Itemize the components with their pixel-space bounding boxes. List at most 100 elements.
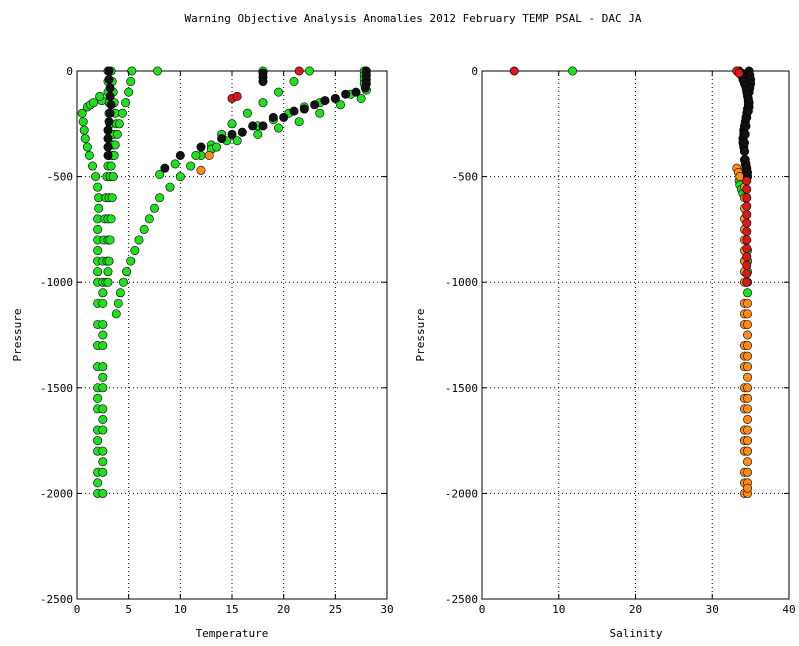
data-point-green: [113, 298, 123, 308]
data-point-green: [78, 117, 88, 127]
data-point-green: [144, 214, 154, 224]
data-point-black: [320, 96, 330, 106]
data-point-green: [106, 161, 116, 171]
data-point-black: [351, 87, 361, 97]
data-point-red: [742, 277, 752, 287]
data-point-black: [248, 121, 258, 131]
data-point-green: [155, 193, 165, 203]
data-point-green: [232, 136, 242, 146]
data-point-green: [79, 125, 89, 135]
data-point-black: [310, 100, 320, 110]
data-point-green: [103, 277, 113, 287]
data-point-green: [568, 66, 578, 76]
data-point-green: [98, 414, 108, 424]
data-point-green: [106, 214, 116, 224]
data-point-orange: [743, 298, 753, 308]
salinity-grid: [482, 71, 789, 599]
data-point-black: [106, 100, 116, 110]
data-point-green: [107, 193, 117, 203]
figure-title: Warning Objective Analysis Anomalies 201…: [185, 12, 642, 25]
data-point-black: [341, 89, 351, 99]
y-tick-label: -2500: [40, 593, 73, 606]
data-point-green: [253, 129, 263, 139]
data-point-green: [150, 203, 160, 213]
x-tick-label: 30: [380, 603, 393, 616]
data-point-black: [289, 106, 299, 116]
data-point-red: [294, 66, 304, 76]
salinity-points: [509, 66, 756, 498]
data-point-green: [122, 267, 132, 277]
data-point-green: [139, 224, 149, 234]
data-point-red: [734, 68, 744, 78]
data-point-orange: [743, 351, 753, 361]
data-point-green: [98, 298, 108, 308]
data-point-red: [742, 201, 752, 211]
data-point-black: [279, 112, 289, 122]
data-point-green: [315, 108, 325, 118]
data-point-black: [299, 104, 309, 114]
data-point-black: [217, 134, 227, 144]
data-point-green: [93, 267, 103, 277]
data-point-green: [91, 172, 101, 182]
data-point-black: [330, 93, 340, 103]
data-point-green: [98, 446, 108, 456]
data-point-red: [742, 252, 752, 262]
data-point-black: [104, 117, 114, 127]
data-point-black: [160, 163, 170, 173]
data-point-red: [232, 91, 242, 101]
x-tick-label: 0: [479, 603, 486, 616]
temperature-ylabel: Pressure: [11, 309, 24, 362]
data-point-black: [103, 142, 113, 152]
data-point-green: [743, 288, 753, 298]
data-point-orange: [743, 436, 753, 446]
data-point-green: [108, 172, 118, 182]
data-point-green: [98, 404, 108, 414]
data-point-green: [98, 288, 108, 298]
data-point-black: [743, 106, 753, 116]
data-point-orange: [743, 319, 753, 329]
data-point-green: [243, 108, 253, 118]
data-point-red: [742, 227, 752, 237]
data-point-green: [93, 246, 103, 256]
data-point-green: [114, 119, 124, 129]
data-point-green: [134, 235, 144, 245]
data-point-green: [93, 393, 103, 403]
data-point-green: [98, 341, 108, 351]
salinity-ylabel: Pressure: [414, 309, 427, 362]
data-point-orange: [204, 150, 214, 160]
data-point-orange: [743, 383, 753, 393]
data-point-green: [186, 161, 196, 171]
data-point-black: [360, 83, 370, 93]
data-point-green: [98, 488, 108, 498]
data-point-orange: [743, 425, 753, 435]
data-point-green: [89, 98, 99, 108]
data-point-red: [742, 184, 752, 194]
data-point-black: [104, 74, 114, 84]
data-point-red: [742, 210, 752, 220]
data-point-black: [258, 77, 268, 87]
y-tick-label: -500: [47, 171, 74, 184]
data-point-black: [268, 112, 278, 122]
data-point-green: [98, 330, 108, 340]
data-point-green: [105, 235, 115, 245]
y-tick-label: -2000: [40, 487, 73, 500]
y-tick-label: -1500: [445, 382, 478, 395]
data-point-green: [170, 159, 180, 169]
data-point-black: [258, 121, 268, 131]
data-point-green: [94, 203, 104, 213]
y-tick-label: -1000: [445, 276, 478, 289]
data-point-green: [227, 119, 237, 129]
data-point-green: [115, 288, 125, 298]
data-point-black: [741, 121, 751, 131]
data-point-green: [95, 91, 105, 101]
data-point-green: [98, 467, 108, 477]
data-point-green: [98, 457, 108, 467]
data-point-green: [258, 98, 268, 108]
data-point-red: [742, 235, 752, 245]
data-point-green: [273, 123, 283, 133]
data-point-green: [103, 267, 113, 277]
data-point-black: [227, 129, 237, 139]
data-point-orange: [743, 330, 753, 340]
temperature-panel: 0 5 10 15 20 25 30 0 -500 -1000 -1500 -2000 -2500 Te…: [11, 65, 394, 640]
data-point-black: [103, 150, 113, 160]
